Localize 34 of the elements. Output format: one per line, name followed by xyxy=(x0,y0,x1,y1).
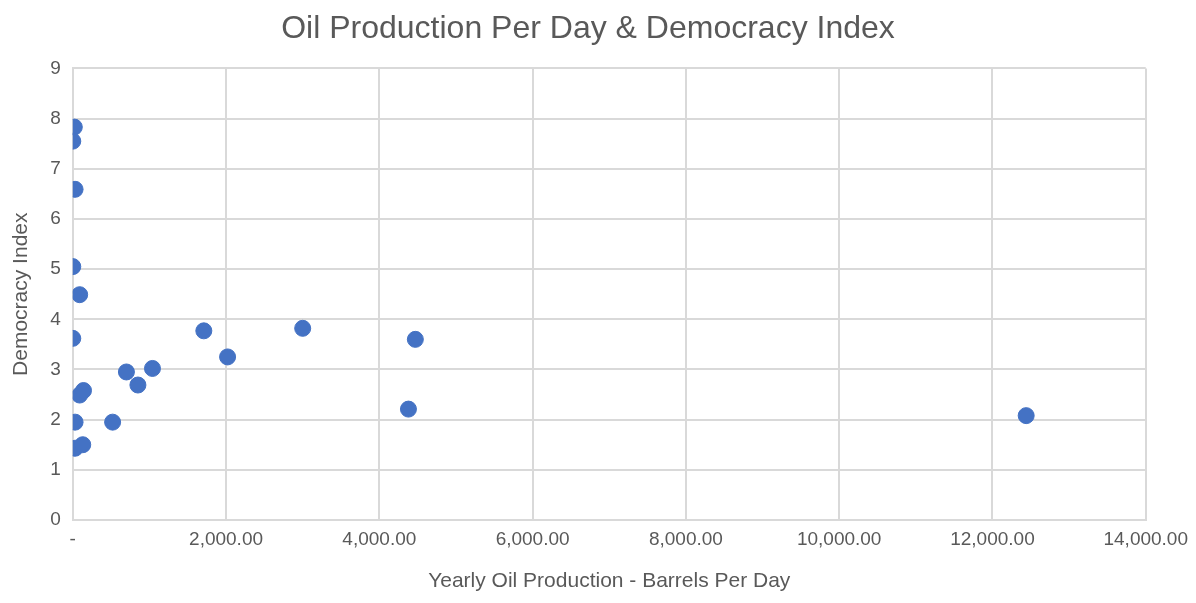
y-tick-label: 4 xyxy=(50,307,62,329)
x-tick-label: 6,000.00 xyxy=(495,527,570,549)
point xyxy=(294,319,312,337)
point xyxy=(406,330,424,348)
point xyxy=(399,400,417,418)
point xyxy=(74,436,92,454)
point xyxy=(219,348,237,366)
point xyxy=(75,382,92,400)
y-tick-label: 3 xyxy=(50,357,61,379)
x-tick-label: 12,000.00 xyxy=(950,527,1035,549)
y-tick-label: 6 xyxy=(50,207,61,229)
point xyxy=(195,322,213,340)
point xyxy=(72,286,89,304)
x-tick-label: 14,000.00 xyxy=(1103,527,1188,549)
point xyxy=(129,376,147,394)
point xyxy=(1017,407,1035,425)
point xyxy=(117,363,135,381)
y-tick-label: 0 xyxy=(50,508,61,530)
y-tick-label: 9 xyxy=(50,56,61,78)
y-tick-label: 2 xyxy=(50,407,61,429)
y-tick-label: 1 xyxy=(50,458,61,480)
y-tick-label: 8 xyxy=(50,106,61,128)
y-tick-label: 5 xyxy=(50,257,61,279)
x-tick-label: 4,000.00 xyxy=(342,527,417,549)
chart-title: Oil Production Per Day & Democracy Index xyxy=(281,9,895,46)
x-tick-label: 2,000.00 xyxy=(189,527,264,549)
x-axis-title: Yearly Oil Production - Barrels Per Day xyxy=(428,568,791,592)
point xyxy=(143,359,161,377)
x-tick-label: 8,000.00 xyxy=(648,527,723,549)
point xyxy=(104,413,122,431)
y-tick-label: 7 xyxy=(50,156,61,178)
y-axis-title: Democracy Index xyxy=(8,212,32,376)
x-tick-label: - xyxy=(69,527,76,549)
x-tick-label: 10,000.00 xyxy=(796,527,882,549)
